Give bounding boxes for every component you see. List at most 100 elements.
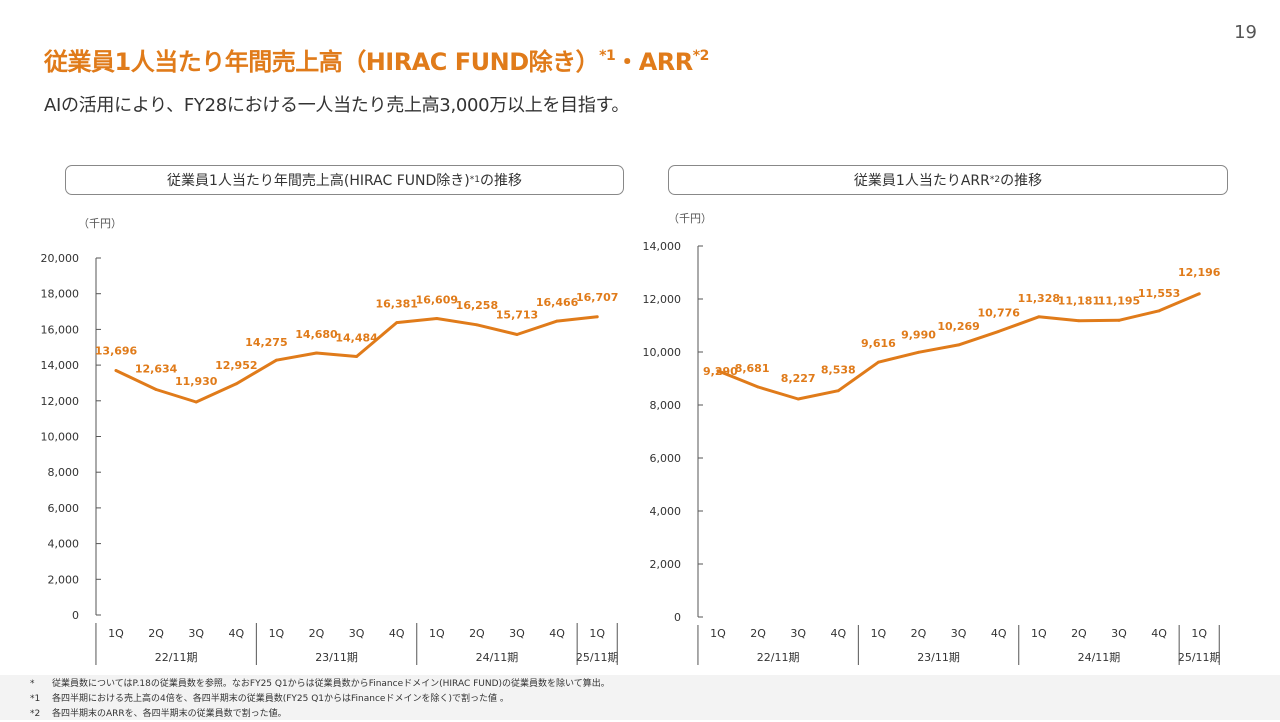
right-data-point-12 xyxy=(1197,292,1201,296)
left-data-point-2 xyxy=(194,400,198,404)
left-data-label-3: 12,952 xyxy=(215,359,257,372)
left-data-point-5 xyxy=(315,351,318,355)
left-x-tick-label-3: 4Q xyxy=(228,627,244,640)
right-data-label-2: 8,227 xyxy=(781,372,816,385)
right-data-label-12: 12,196 xyxy=(1178,266,1221,279)
left-y-tick-label-5: 10,000 xyxy=(41,431,80,444)
right-y-tick-label-1: 2,000 xyxy=(650,558,682,571)
right-y-tick-label-5: 10,000 xyxy=(643,346,682,359)
left-chart-header-text: 従業員1人当たり年間売上高(HIRAC FUND除き) xyxy=(167,173,470,189)
left-data-label-1: 12,634 xyxy=(135,362,178,375)
left-x-tick-label-7: 4Q xyxy=(389,627,405,640)
footnote-0: * 従業員数についてはP.18の従業員数を参照。なおFY25 Q1からは従業員数か… xyxy=(30,677,610,692)
left-x-tick-label-2: 3Q xyxy=(188,627,204,640)
footnote-1: *1 各四半期における売上高の4倍を、各四半期末の従業員数(FY25 Q1からはF… xyxy=(30,692,509,707)
right-x-tick-label-9: 2Q xyxy=(1071,627,1087,640)
left-y-tick-label-9: 18,000 xyxy=(41,288,80,301)
left-y-tick-label-8: 16,000 xyxy=(41,323,80,336)
left-data-point-10 xyxy=(515,333,519,336)
right-x-tick-label-4: 1Q xyxy=(871,627,887,640)
right-data-point-6 xyxy=(957,343,960,347)
left-y-tick-label-7: 14,000 xyxy=(41,359,80,372)
footnote-1-text: 各四半期における売上高の4倍を、各四半期末の従業員数(FY25 Q1からはFin… xyxy=(52,694,509,704)
title-footnote-2: *2 xyxy=(692,48,710,64)
footnote-0-text: 従業員数についてはP.18の従業員数を参照。なおFY25 Q1からは従業員数から… xyxy=(52,679,610,689)
right-period-label-0: 22/11期 xyxy=(757,651,800,664)
right-data-point-5 xyxy=(917,350,920,354)
left-data-label-10: 15,713 xyxy=(496,309,538,322)
footnote-2-text: 各四半期末のARRを、各四半期末の従業員数で割った値。 xyxy=(52,709,287,719)
left-period-label-1: 23/11期 xyxy=(315,651,358,664)
right-data-point-8 xyxy=(1037,315,1041,319)
left-data-label-4: 14,275 xyxy=(245,336,287,349)
right-data-label-5: 9,990 xyxy=(901,328,936,341)
left-data-point-6 xyxy=(355,355,358,358)
left-x-tick-label-12: 1Q xyxy=(589,627,605,640)
right-data-label-0: 9,290 xyxy=(703,365,738,378)
page-subtitle: AIの活用により、FY28における一人当たり売上高3,000万以上を目指す。 xyxy=(44,95,630,116)
left-chart-header-suffix: の推移 xyxy=(480,173,522,189)
left-x-tick-label-0: 1Q xyxy=(108,627,124,640)
footnote-1-mark: *1 xyxy=(30,694,41,704)
right-x-tick-label-3: 4Q xyxy=(830,627,846,640)
right-chart-header-text: 従業員1人当たりARR xyxy=(853,173,990,189)
left-period-label-2: 24/11期 xyxy=(476,651,519,664)
right-y-tick-label-3: 6,000 xyxy=(650,452,682,465)
right-x-tick-label-11: 4Q xyxy=(1151,627,1167,640)
left-data-label-5: 14,680 xyxy=(295,328,338,341)
page-title-arr: ・ARR xyxy=(615,48,693,76)
left-y-tick-label-0: 0 xyxy=(72,609,79,622)
right-x-tick-label-1: 2Q xyxy=(750,627,766,640)
page-title: 従業員1人当たり年間売上高（HIRAC FUND除き）*1・ARR*2 xyxy=(44,42,709,77)
left-data-label-7: 16,381 xyxy=(375,298,417,311)
right-data-point-7 xyxy=(997,330,1001,333)
right-data-label-4: 9,616 xyxy=(861,337,896,350)
left-x-tick-label-6: 3Q xyxy=(349,627,365,640)
right-data-label-7: 10,776 xyxy=(977,306,1020,319)
right-data-label-3: 8,538 xyxy=(821,364,856,377)
title-footnote-1: *1 xyxy=(599,48,616,64)
left-y-tick-label-2: 4,000 xyxy=(48,538,80,551)
right-data-point-3 xyxy=(836,389,840,393)
left-data-point-1 xyxy=(154,388,158,391)
right-data-point-2 xyxy=(796,397,800,401)
left-y-tick-label-4: 8,000 xyxy=(48,466,80,479)
left-data-point-0 xyxy=(114,369,118,372)
right-chart-header-suffix: の推移 xyxy=(1000,173,1043,189)
footnotes: * 従業員数についてはP.18の従業員数を参照。なおFY25 Q1からは従業員数か… xyxy=(0,675,1280,720)
charts-canvas: （千円） 0 2,000 4,000 6,000 8,000 10,000 12,000 14,… xyxy=(41,212,1221,665)
right-data-point-0 xyxy=(716,369,720,373)
footnote-2-mark: *2 xyxy=(30,709,41,719)
footnote-2: *2 各四半期末のARRを、各四半期末の従業員数で割った値。 xyxy=(30,707,287,722)
left-data-label-12: 16,707 xyxy=(576,291,618,304)
left-x-tick-label-10: 3Q xyxy=(509,627,525,640)
left-data-point-3 xyxy=(234,382,238,386)
right-x-tick-label-5: 2Q xyxy=(911,627,927,640)
left-unit-label: （千円） xyxy=(78,217,122,230)
left-data-label-9: 16,258 xyxy=(456,299,498,312)
right-x-tick-label-8: 1Q xyxy=(1031,627,1047,640)
right-data-point-1 xyxy=(756,385,760,389)
right-data-label-10: 11,195 xyxy=(1098,294,1140,307)
left-data-label-6: 14,484 xyxy=(335,331,378,344)
right-period-label-2: 24/11期 xyxy=(1078,651,1121,664)
right-y-tick-label-7: 14,000 xyxy=(643,240,682,253)
left-period-label-3: 25/11期 xyxy=(576,651,619,664)
left-period-label-0: 22/11期 xyxy=(155,651,198,664)
right-chart-header-sup: *2 xyxy=(989,175,1001,185)
right-period-label-3: 25/11期 xyxy=(1178,651,1221,664)
left-data-point-11 xyxy=(555,319,559,323)
right-x-tick-label-2: 3Q xyxy=(790,627,806,640)
left-y-tick-label-1: 2,000 xyxy=(48,573,80,586)
right-x-tick-label-7: 4Q xyxy=(991,627,1007,640)
right-data-label-6: 10,269 xyxy=(937,320,979,333)
right-data-label-9: 11,181 xyxy=(1058,295,1100,308)
right-unit-label: （千円） xyxy=(668,212,712,225)
right-data-point-4 xyxy=(877,360,880,364)
left-chart-header-sup: *1 xyxy=(469,175,480,185)
right-x-tick-label-6: 3Q xyxy=(951,627,967,640)
left-x-tick-label-5: 2Q xyxy=(309,627,325,640)
right-y-tick-label-6: 12,000 xyxy=(643,293,682,306)
left-chart-header: 従業員1人当たり年間売上高(HIRAC FUND除き) *1 の推移 xyxy=(65,165,624,195)
right-y-tick-label-0: 0 xyxy=(674,611,681,624)
